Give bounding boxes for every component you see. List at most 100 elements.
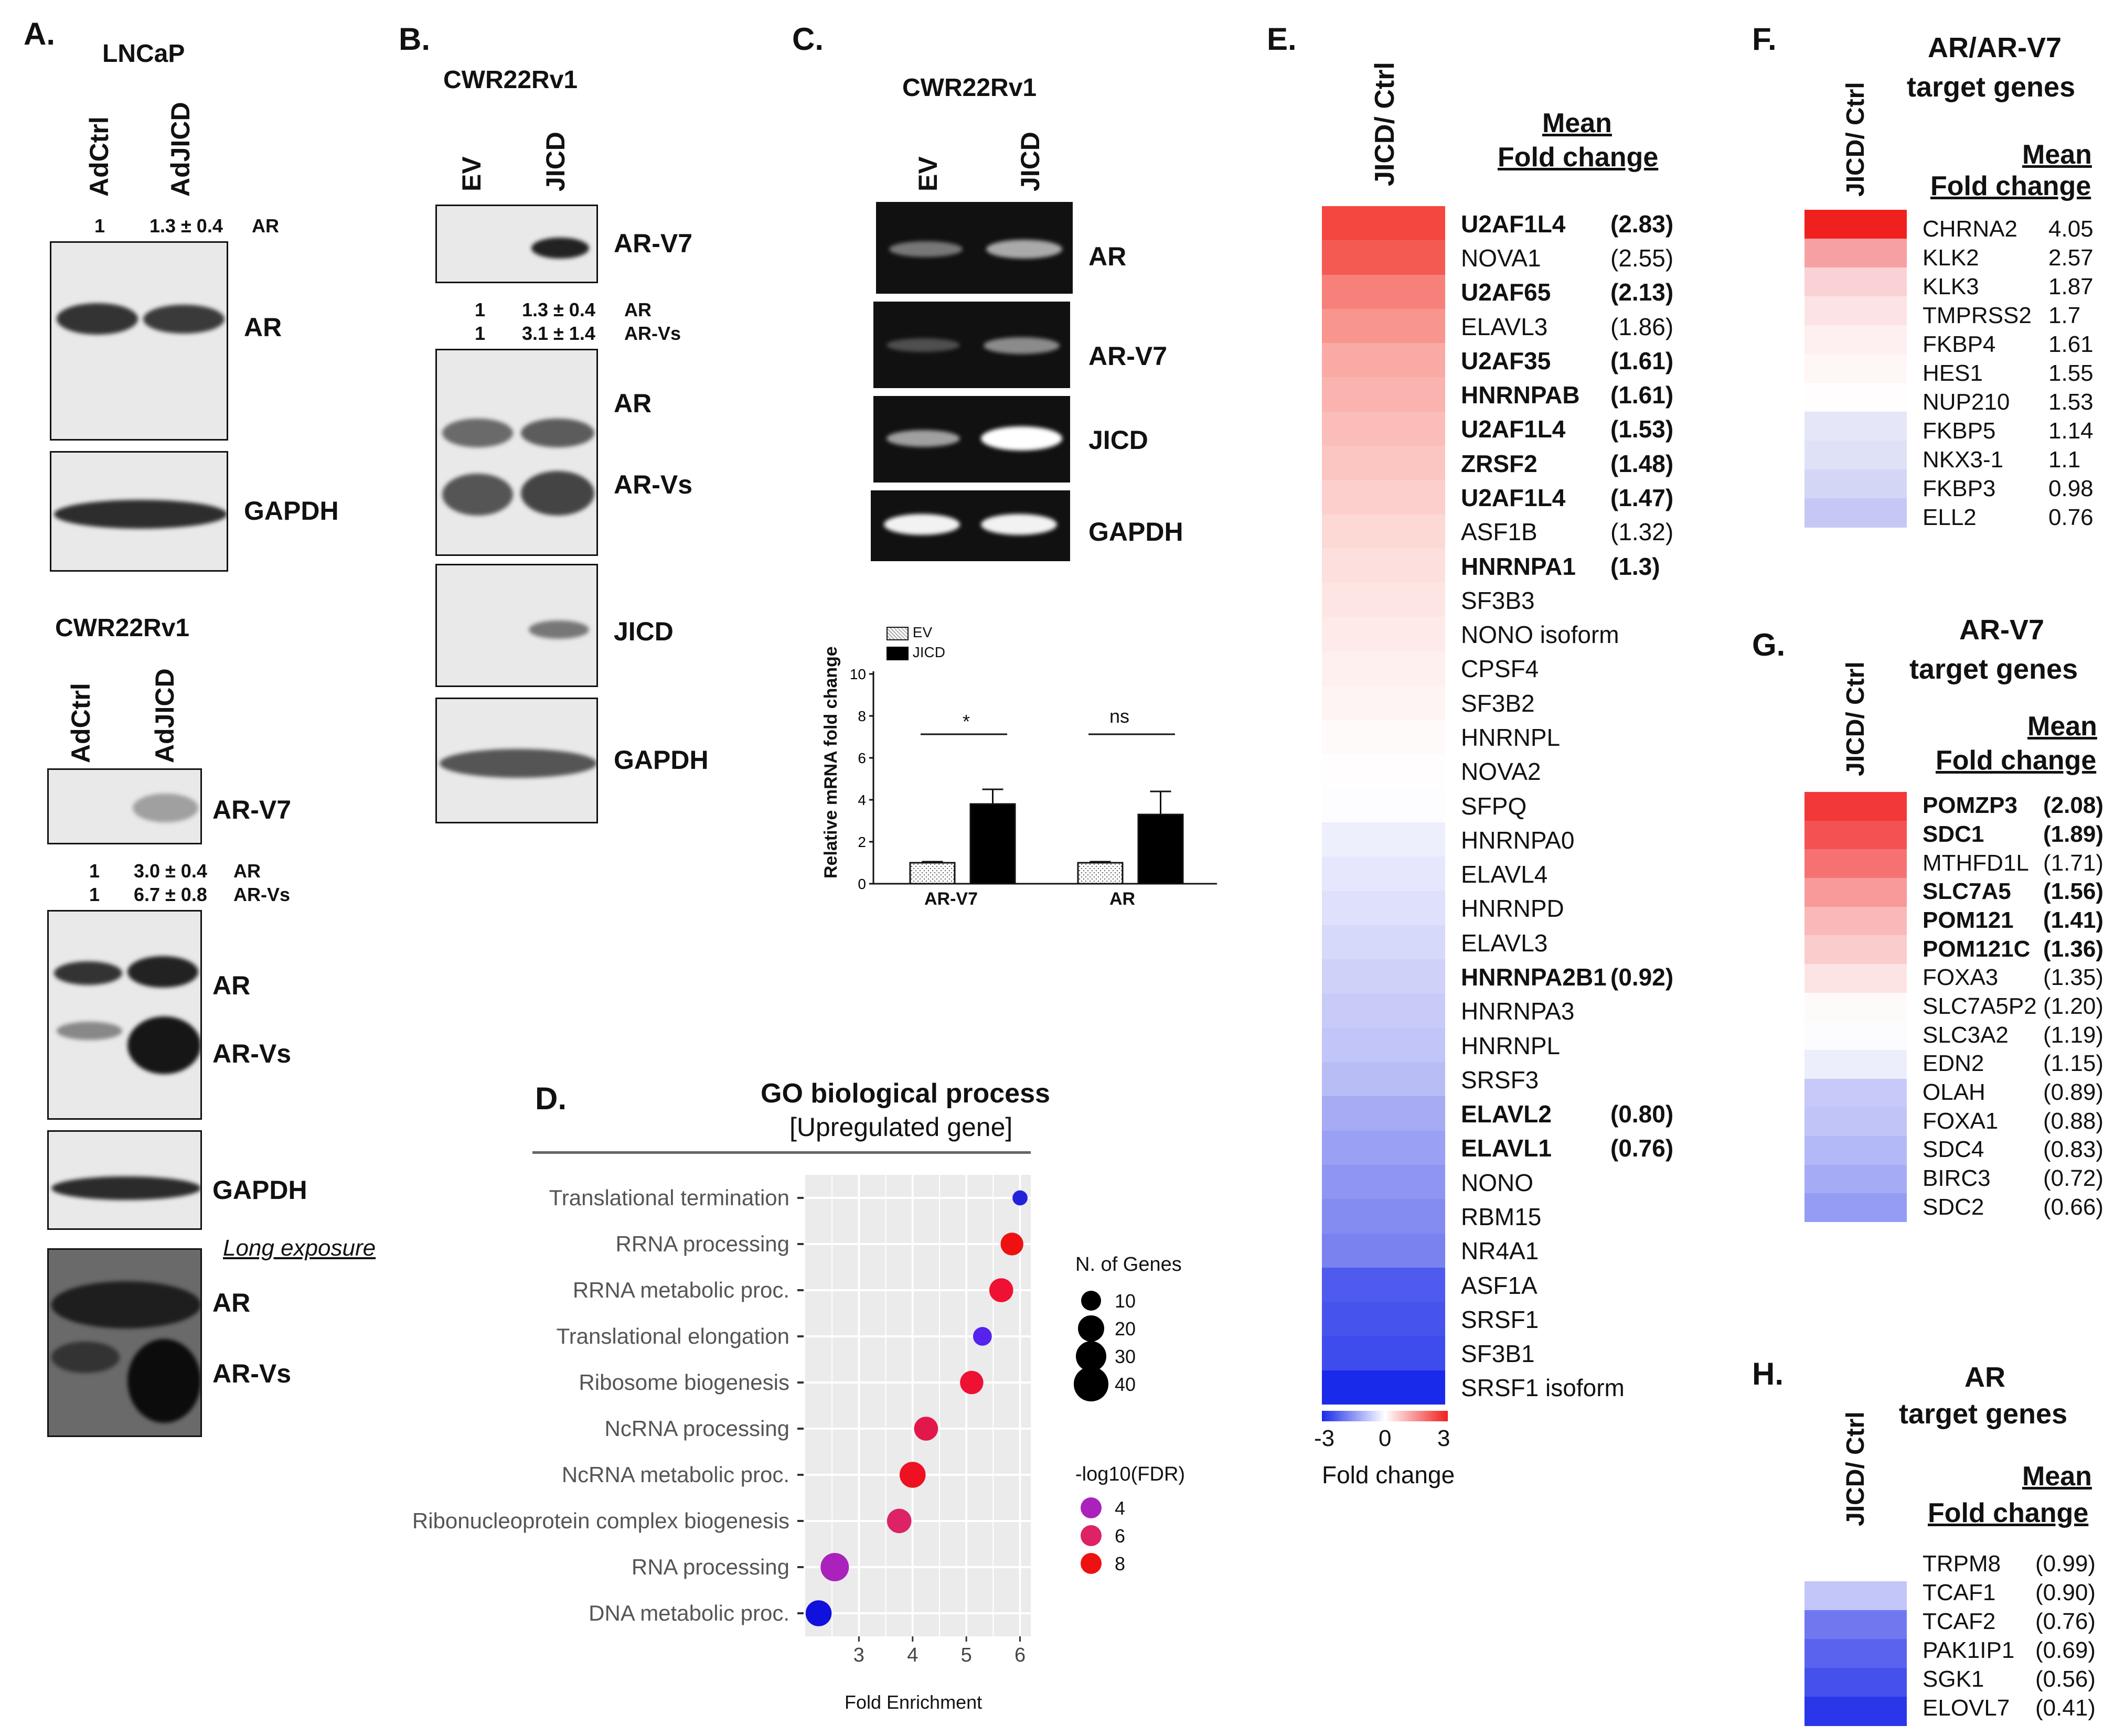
g-header-mean: Mean	[2027, 711, 2097, 742]
color-legend-dot	[1081, 1525, 1102, 1546]
go-legend-color-title: -log10(FDR)	[1075, 1463, 1186, 1485]
heatmap-cell	[1322, 925, 1445, 960]
gene-row: SDC1 (1.89)	[1923, 821, 2109, 850]
gene-row: ELOVL7 (0.41)	[1923, 1695, 2101, 1723]
gene-value: (2.13)	[1610, 278, 1674, 306]
heatmap-cell	[1804, 383, 1907, 412]
gene-row: HNRNPA1 (1.3)	[1461, 552, 1692, 581]
cwr-b-lane-ev: EV	[457, 156, 486, 191]
heatmap-cell	[1322, 720, 1445, 755]
cwr-c-title: CWR22Rv1	[902, 74, 1037, 102]
bar-y-tick-label: 4	[858, 792, 866, 808]
gel-jicd	[873, 396, 1070, 483]
gene-value: (1.20)	[2043, 993, 2103, 1019]
gene-value: (1.61)	[1610, 381, 1674, 409]
gel-gapdh-label: GAPDH	[1088, 517, 1183, 546]
color-legend-dot	[1081, 1497, 1102, 1518]
heatmap-cell	[1322, 480, 1445, 515]
panel-label-g: G.	[1752, 627, 1786, 662]
gene-value: (1.48)	[1610, 449, 1674, 477]
heatmap-cell	[1322, 411, 1445, 446]
e-colorbar-tick-neg3: -3	[1314, 1426, 1335, 1451]
gene-value: (0.41)	[2035, 1695, 2096, 1721]
gene-row: U2AF1L4 (1.53)	[1461, 415, 1692, 443]
cwr-a-title: CWR22Rv1	[55, 614, 190, 642]
bar-xtick-ar: AR	[1109, 889, 1136, 909]
h-axis-label: JICD/ Ctrl	[1842, 1411, 1870, 1526]
gene-value: (1.47)	[1610, 484, 1674, 511]
gene-name: HNRNPAB	[1461, 381, 1580, 409]
go-y-tick-mark	[797, 1289, 804, 1291]
cwr-b-quant-arvs-label: AR-Vs	[624, 323, 681, 344]
heatmap-cell	[1804, 878, 1907, 907]
cwr-b-gapdh-label: GAPDH	[614, 745, 709, 775]
heatmap-cell	[1322, 1027, 1445, 1063]
gene-name: ELL2	[1923, 504, 1977, 530]
gene-row: ELAVL3	[1461, 929, 1692, 957]
cwr-a-lane-adjicd: AdJICD	[150, 668, 179, 763]
gene-value: 1.1	[2048, 446, 2081, 473]
gene-value: (1.53)	[1610, 415, 1674, 443]
go-category-label: RRNA metabolic proc.	[572, 1278, 789, 1302]
go-divider	[532, 1151, 1031, 1154]
cwr-b-quant-arvs-ev: 1	[475, 323, 486, 344]
gene-row: HNRNPL	[1461, 723, 1692, 752]
go-category-label: NcRNA processing	[604, 1416, 789, 1441]
go-legend-size-title: N. of Genes	[1075, 1253, 1182, 1276]
gene-row: FOXA1 (0.88)	[1923, 1108, 2109, 1137]
gene-name: ASF1B	[1461, 518, 1537, 546]
gene-name: ELAVL1	[1461, 1134, 1552, 1162]
gene-row: SFPQ	[1461, 792, 1692, 820]
gene-name: SGK1	[1923, 1666, 1984, 1692]
bar-chart-ylabel: Relative mRNA fold change	[821, 646, 841, 878]
gene-value: (1.36)	[2043, 936, 2103, 962]
go-y-tick-mark	[797, 1197, 804, 1199]
gene-row: NOVA1 (2.55)	[1461, 244, 1692, 272]
gene-row: TCAF2 (0.76)	[1923, 1609, 2101, 1637]
f-heatmap	[1804, 210, 1907, 528]
color-legend-dot	[1081, 1553, 1102, 1574]
go-dot	[989, 1278, 1013, 1302]
gene-row: U2AF35 (1.61)	[1461, 347, 1692, 375]
heatmap-cell	[1804, 1552, 1907, 1582]
gene-row: U2AF65 (2.13)	[1461, 278, 1692, 306]
gene-row: NKX3-1 1.1	[1923, 447, 2103, 475]
gene-row: SF3B3	[1461, 586, 1692, 615]
cwr-b-ar-label: AR	[614, 389, 652, 418]
gene-value: (0.90)	[2035, 1579, 2096, 1605]
heatmap-cell	[1804, 1107, 1907, 1137]
gene-value: (0.83)	[2043, 1137, 2103, 1163]
gene-name: HNRNPL	[1461, 1032, 1561, 1059]
e-colorbar-tick-0: 0	[1379, 1426, 1392, 1451]
gene-name: FKBP5	[1923, 417, 1996, 444]
gel-jicd-label: JICD	[1088, 425, 1148, 455]
gene-name: NOVA2	[1461, 758, 1541, 786]
heatmap-cell	[1804, 296, 1907, 326]
cwr-a-quant-ar-jicd: 3.0 ± 0.4	[134, 860, 207, 882]
heatmap-cell	[1804, 792, 1907, 821]
bar-y-tick-label: 6	[858, 750, 866, 766]
cwr-b-jicd-label: JICD	[614, 617, 674, 646]
gene-name: CHRNA2	[1923, 216, 2017, 242]
bar-ev-ar	[1077, 862, 1124, 885]
gel-ar	[876, 202, 1073, 294]
heatmap-cell	[1322, 856, 1445, 892]
heatmap-cell	[1804, 849, 1907, 878]
go-category-label: Ribonucleoprotein complex biogenesis	[412, 1508, 789, 1533]
gene-row: FKBP5 1.14	[1923, 418, 2103, 446]
size-legend-label: 20	[1115, 1318, 1136, 1339]
gene-name: BIRC3	[1923, 1165, 1991, 1191]
heatmap-cell	[1804, 1697, 1907, 1726]
gene-name: FKBP3	[1923, 475, 1996, 501]
go-dot	[960, 1370, 984, 1395]
gene-name: OLAH	[1923, 1079, 1985, 1105]
gene-name: HNRNPL	[1461, 723, 1561, 751]
gene-row: ELAVL1 (0.76)	[1461, 1134, 1692, 1162]
heatmap-cell	[1804, 469, 1907, 499]
heatmap-cell	[1804, 267, 1907, 297]
f-title-1: AR/AR-V7	[1928, 32, 2062, 63]
gene-value: (1.35)	[2043, 965, 2103, 991]
e-header-mean: Mean	[1542, 108, 1612, 138]
heatmap-cell	[1322, 240, 1445, 275]
gene-name: SRSF3	[1461, 1066, 1539, 1094]
